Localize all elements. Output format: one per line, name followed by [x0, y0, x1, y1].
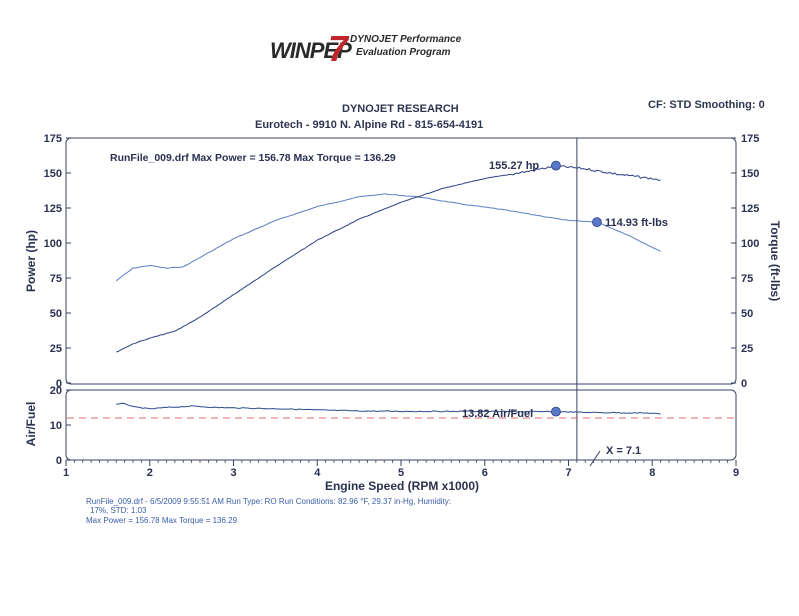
- y-tick-label-power: 100: [44, 238, 62, 250]
- y-tick-label-power: 0: [56, 378, 62, 390]
- winpep-logo: WINPEP 7 DYNOJET Performance Evaluation …: [266, 24, 461, 69]
- top-summary: RunFile_009.drf Max Power = 156.78 Max T…: [110, 152, 396, 164]
- af-y-tick-label: 20: [50, 385, 62, 397]
- run-info-line-3: Max Power = 156.78 Max Torque = 136.29: [86, 516, 238, 525]
- torque-line: [115, 193, 661, 282]
- x-tick-label: 7: [565, 467, 571, 479]
- y-axis-label-power: Power (hp): [24, 230, 38, 292]
- power-marker: [551, 160, 561, 171]
- x-tick-label: 2: [147, 467, 153, 479]
- y-tick-label-torque: 125: [741, 203, 759, 215]
- logo-badge: WINPEP 7: [266, 28, 352, 69]
- y-tick-label-torque: 50: [741, 308, 753, 320]
- run-info-line-1: RunFile_009.drf - 6/5/2009 9:55:51 AM Ru…: [86, 497, 452, 506]
- cursor-label: X = 7.1: [606, 445, 641, 457]
- logo-text: WINPEP: [270, 38, 352, 63]
- power-torque-frame: [65, 137, 737, 385]
- power-line: [116, 164, 661, 353]
- logo-number: 7: [328, 28, 349, 69]
- cursor-label-pointer: [589, 450, 601, 467]
- y-tick-label-power: 25: [50, 343, 62, 355]
- y-tick-label-torque: 75: [741, 273, 753, 285]
- x-tick-label: 6: [482, 467, 488, 479]
- torque-marker-label: 114.93 ft-lbs: [605, 217, 668, 229]
- run-info-line-2: 17%, STD: 1.03: [90, 506, 147, 515]
- x-tick-label: 4: [314, 467, 321, 479]
- logo-tagline-2: Evaluation Program: [356, 47, 451, 58]
- af-marker: [551, 406, 561, 417]
- y-tick-label-power: 175: [44, 133, 62, 145]
- power-marker-label: 155.27 hp: [489, 160, 539, 172]
- y-axis-label-torque: Torque (ft-lbs): [768, 221, 782, 301]
- y-tick-label-power: 150: [44, 168, 62, 180]
- y-tick-label-power: 125: [44, 203, 62, 215]
- x-axis-label: Engine Speed (RPM x1000): [325, 479, 479, 493]
- report-subtitle: Eurotech - 9910 N. Alpine Rd - 815-654-4…: [255, 119, 484, 131]
- torque-marker: [592, 217, 602, 227]
- y-tick-label-torque: 175: [741, 133, 759, 145]
- af-y-tick-label: 10: [50, 420, 62, 432]
- x-tick-label: 1: [63, 467, 69, 479]
- y-tick-label-torque: 0: [741, 378, 747, 390]
- y-tick-label-torque: 150: [741, 168, 759, 180]
- logo-tagline-1: DYNOJET Performance: [350, 34, 462, 45]
- x-tick-label: 5: [398, 467, 404, 479]
- x-tick-label: 9: [733, 467, 739, 479]
- y-axis-label-air-fuel: Air/Fuel: [24, 402, 38, 447]
- y-tick-label-torque: 25: [741, 343, 753, 355]
- af-marker-label: 13.82 Air/Fuel: [462, 408, 533, 420]
- correction-settings: CF: STD Smoothing: 0: [648, 99, 765, 111]
- report-title: DYNOJET RESEARCH: [342, 103, 459, 115]
- y-tick-label-power: 75: [50, 273, 62, 285]
- air-fuel-line: [116, 402, 661, 415]
- x-tick-label: 3: [230, 467, 236, 479]
- x-tick-label: 8: [649, 467, 655, 479]
- y-tick-label-power: 50: [50, 308, 62, 320]
- af-y-tick-label: 0: [56, 455, 62, 467]
- y-tick-label-torque: 100: [741, 238, 759, 250]
